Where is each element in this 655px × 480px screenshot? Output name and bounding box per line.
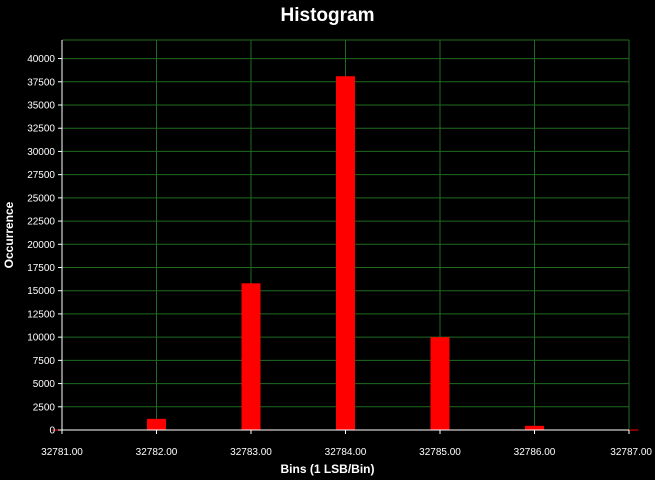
chart-title: Histogram xyxy=(280,5,375,26)
y-tick-label: 7500 xyxy=(33,356,56,367)
axis-layer xyxy=(58,40,630,434)
y-tick-label: 12500 xyxy=(27,309,55,320)
y-tick-label: 0 xyxy=(49,426,55,437)
tick-label-layer: 0 2500 5000 7500 10000 12500 15000 17500 20000 22… xyxy=(27,54,652,458)
histogram-bar xyxy=(241,283,261,430)
histogram-bar xyxy=(430,337,450,430)
y-tick-label: 35000 xyxy=(27,101,55,112)
y-tick-label: 20000 xyxy=(27,240,55,251)
y-tick-label: 32500 xyxy=(27,124,55,135)
x-axis-label: Bins (1 LSB/Bin) xyxy=(280,462,375,476)
histogram-bar xyxy=(336,76,355,430)
y-tick-label: 25000 xyxy=(27,193,55,204)
y-tick-label: 22500 xyxy=(27,217,55,228)
x-tick-label: 32783.00 xyxy=(230,447,272,458)
y-tick-label: 17500 xyxy=(27,263,55,274)
x-tick-label: 32782.00 xyxy=(136,447,178,458)
x-tick-label: 32787.00 xyxy=(610,447,652,458)
y-tick-label: 37500 xyxy=(27,77,55,88)
x-tick-label: 32784.00 xyxy=(325,447,367,458)
histogram-bar xyxy=(147,418,166,430)
x-tick-label: 32785.00 xyxy=(419,447,461,458)
y-tick-label: 27500 xyxy=(27,170,55,181)
histogram-bar xyxy=(525,425,544,430)
x-tick-label: 32781.00 xyxy=(41,447,83,458)
y-tick-label: 5000 xyxy=(33,379,56,390)
y-tick-label: 40000 xyxy=(27,54,55,65)
y-tick-label: 15000 xyxy=(27,286,55,297)
y-tick-label: 2500 xyxy=(33,402,56,413)
x-tick-label: 32786.00 xyxy=(514,447,556,458)
y-tick-label: 10000 xyxy=(27,333,55,344)
y-tick-label: 30000 xyxy=(27,147,55,158)
bar-layer xyxy=(52,76,639,431)
